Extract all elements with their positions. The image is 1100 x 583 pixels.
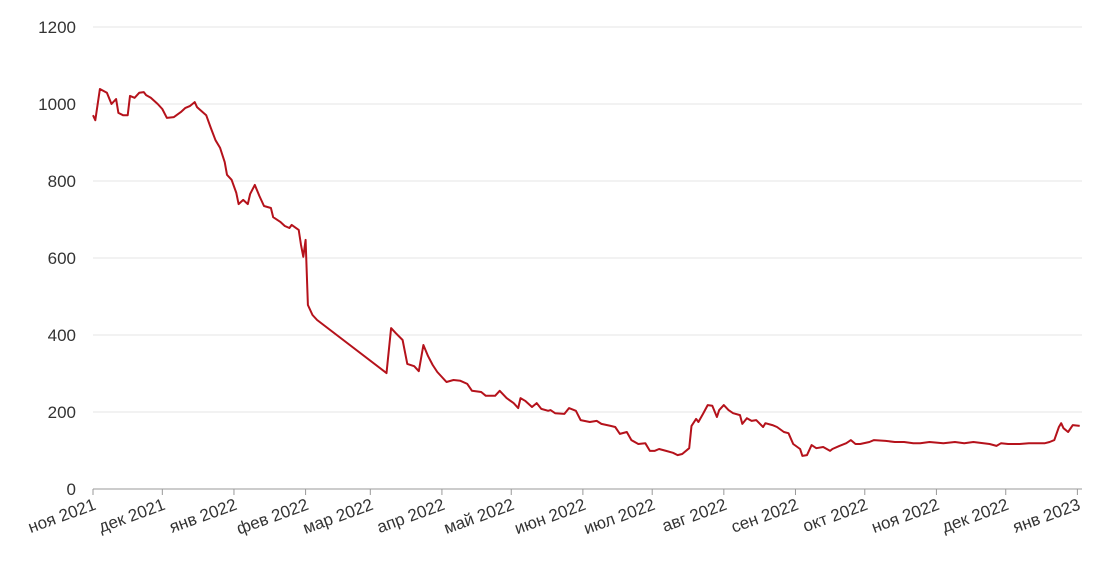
y-tick-label: 200 xyxy=(48,403,76,422)
x-tick-label: ноя 2021 xyxy=(26,495,99,537)
x-tick-label: сен 2022 xyxy=(729,495,801,537)
y-tick-label: 1200 xyxy=(38,18,76,37)
y-tick-label: 800 xyxy=(48,172,76,191)
y-tick-label: 400 xyxy=(48,326,76,345)
x-tick-label: июн 2022 xyxy=(512,495,588,538)
y-tick-label: 0 xyxy=(67,480,76,499)
line xyxy=(92,88,1080,457)
x-tick-label: ноя 2022 xyxy=(869,495,942,537)
x-tick-label: дек 2021 xyxy=(96,495,168,537)
x-tick-label: янв 2023 xyxy=(1010,495,1082,537)
x-tick-label: авг 2022 xyxy=(660,495,730,536)
x-tick-label: фев 2022 xyxy=(234,495,311,539)
y-tick-label: 600 xyxy=(48,249,76,268)
x-tick-label: май 2022 xyxy=(441,495,516,538)
x-tick-label: июл 2022 xyxy=(581,495,657,538)
y-tick-label: 1000 xyxy=(38,95,76,114)
x-tick-label: янв 2022 xyxy=(167,495,239,537)
x-tick-label: окт 2022 xyxy=(800,495,870,536)
x-tick-label: дек 2022 xyxy=(939,495,1011,537)
x-tick-label: мар 2022 xyxy=(300,495,375,538)
x-tick-label: апр 2022 xyxy=(374,495,447,537)
